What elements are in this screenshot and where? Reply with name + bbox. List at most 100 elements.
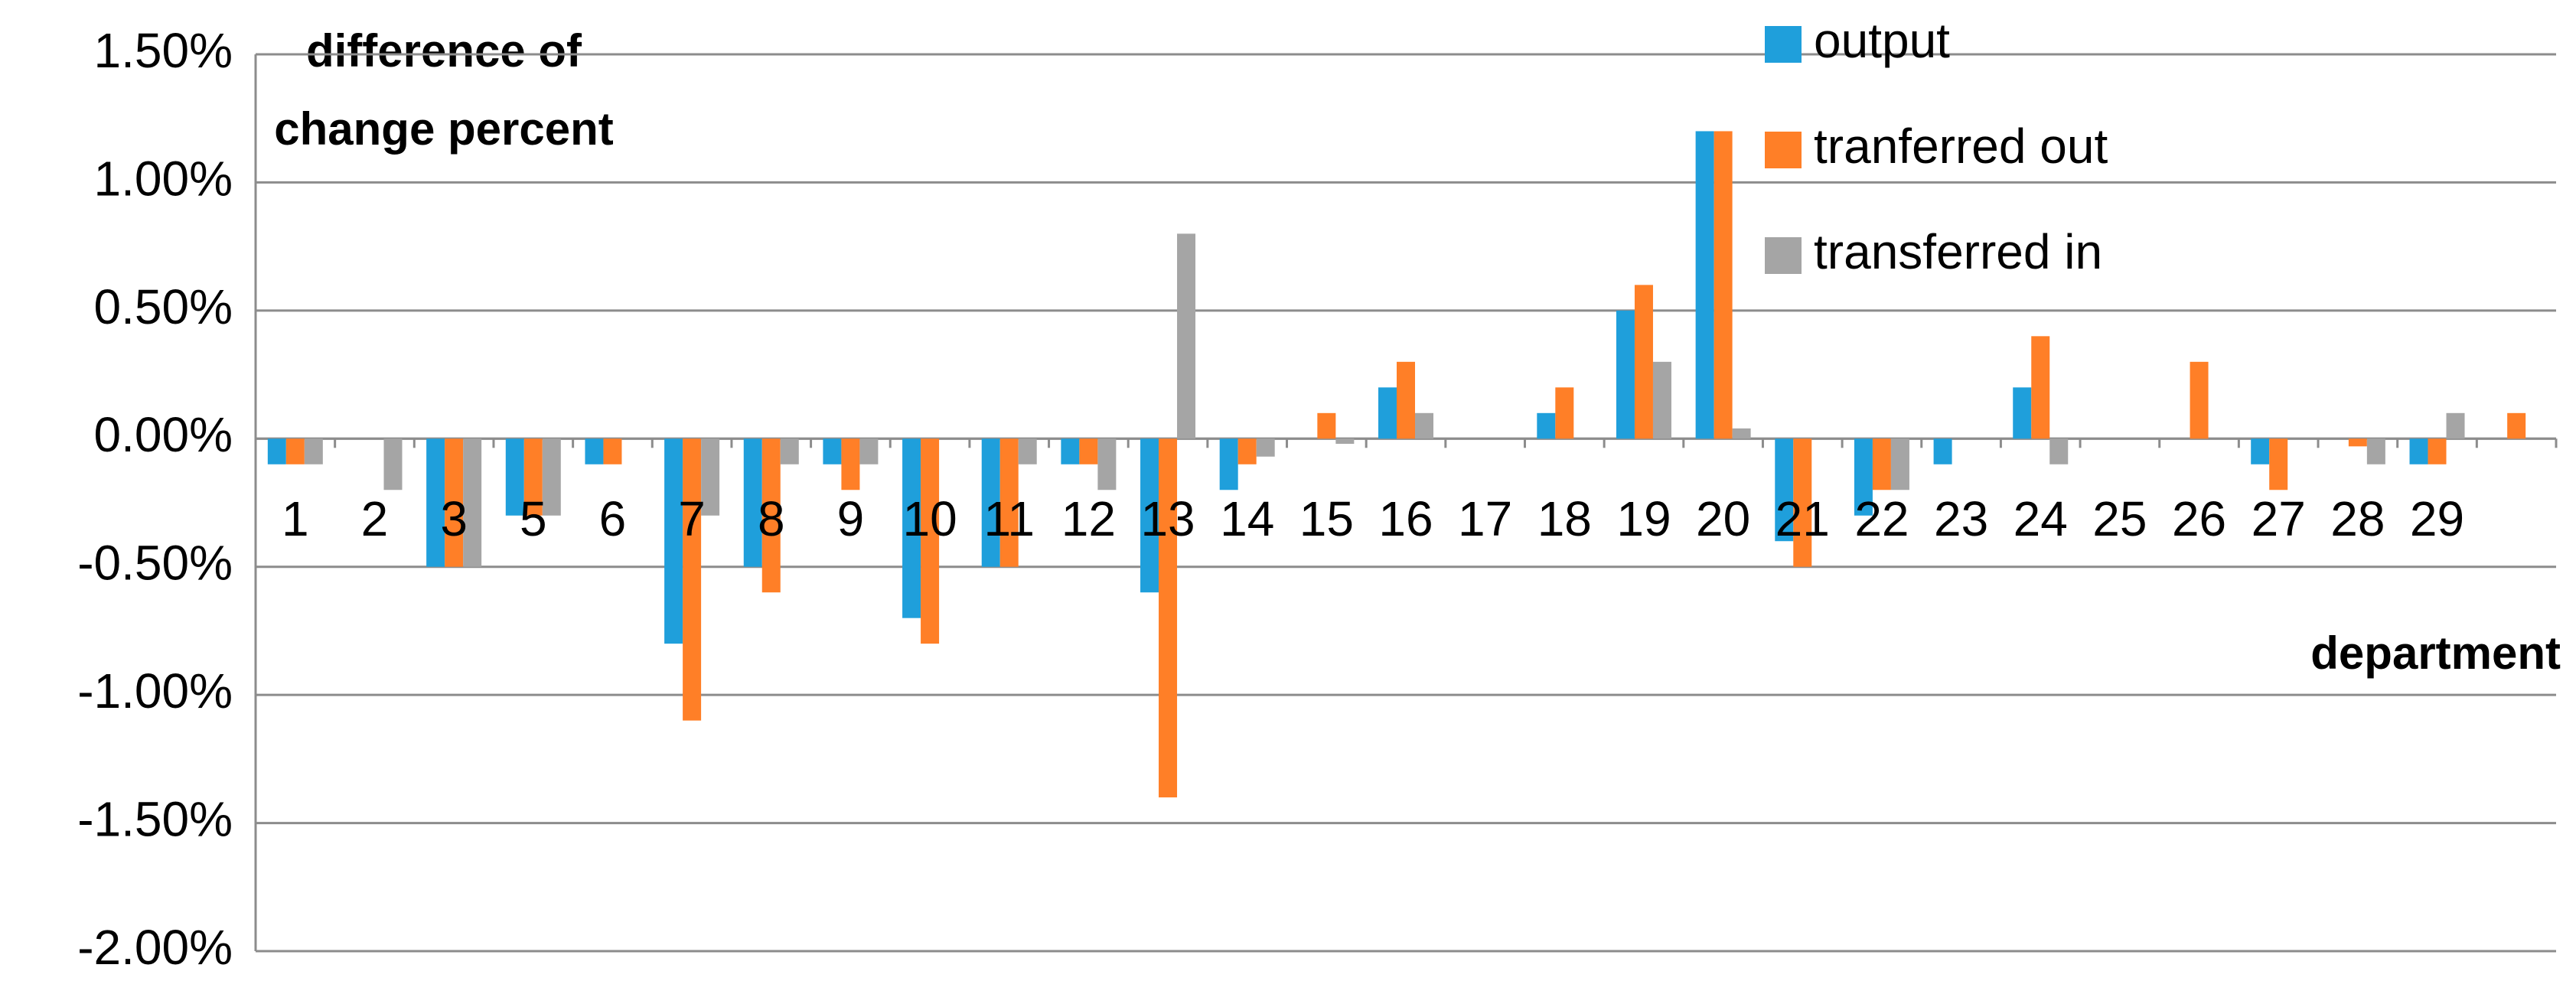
x-tick-label: 23 — [1934, 491, 1988, 546]
bar — [1732, 428, 1751, 439]
bar — [1714, 131, 1733, 439]
legend-label: tranferred out — [1814, 119, 2108, 174]
bar — [1854, 438, 1873, 516]
x-tick-label: 6 — [599, 491, 627, 546]
bar — [841, 438, 860, 490]
legend-label: transferred in — [1814, 224, 2102, 279]
y-axis-label: change percent — [274, 103, 613, 155]
bar — [1177, 233, 1196, 439]
bar — [2190, 361, 2209, 439]
x-tick-label: 10 — [902, 491, 957, 546]
bar — [1378, 387, 1397, 439]
bar — [2013, 387, 2032, 439]
bar — [1890, 438, 1909, 490]
x-tick-label: 26 — [2172, 491, 2226, 546]
bar — [2507, 412, 2526, 439]
bar — [267, 438, 286, 464]
legend-label: output — [1814, 13, 1950, 68]
bar — [1018, 438, 1037, 464]
bar — [2031, 336, 2050, 439]
bar — [2251, 438, 2270, 464]
x-tick-label: 3 — [440, 491, 468, 546]
bar — [859, 438, 879, 464]
y-tick-label: -0.50% — [77, 536, 233, 591]
y-axis-label: difference of — [306, 25, 582, 77]
bar — [1097, 438, 1117, 490]
x-tick-label: 7 — [678, 491, 706, 546]
bar — [1256, 438, 1275, 457]
bar — [1616, 310, 1635, 439]
x-axis-label: department — [2310, 627, 2561, 679]
bar — [1415, 412, 1433, 439]
bar — [1219, 438, 1238, 490]
bar — [2366, 438, 2385, 464]
y-tick-label: -1.00% — [77, 663, 233, 719]
x-tick-label: 12 — [1061, 491, 1116, 546]
bar — [585, 438, 604, 464]
x-tick-label: 1 — [282, 491, 309, 546]
x-tick-label: 22 — [1854, 491, 1909, 546]
x-tick-label: 2 — [361, 491, 389, 546]
bar — [1237, 438, 1257, 464]
y-tick-label: -2.00% — [77, 920, 233, 975]
bar — [2428, 438, 2447, 464]
bar — [683, 438, 702, 721]
bar — [780, 438, 799, 464]
bar — [921, 438, 940, 644]
bar — [701, 438, 720, 516]
y-tick-label: -1.50% — [77, 791, 233, 846]
bar — [1061, 438, 1080, 464]
bar — [2409, 438, 2428, 464]
x-tick-label: 18 — [1537, 491, 1592, 546]
bar — [999, 438, 1019, 567]
bar — [1793, 438, 1812, 567]
bar — [383, 438, 403, 490]
x-tick-label: 17 — [1458, 491, 1512, 546]
bar — [2269, 438, 2288, 490]
bar — [902, 438, 921, 618]
bar — [1933, 438, 1952, 464]
legend-swatch — [1765, 237, 1802, 274]
x-tick-label: 27 — [2252, 491, 2306, 546]
x-tick-label: 15 — [1299, 491, 1354, 546]
bar — [1079, 438, 1098, 464]
bar — [1159, 438, 1178, 798]
x-tick-label: 24 — [2014, 491, 2068, 546]
bar — [2049, 438, 2069, 464]
y-tick-label: 1.50% — [94, 23, 233, 78]
bar — [981, 438, 1000, 567]
bar — [1555, 387, 1574, 439]
bar — [285, 438, 305, 464]
bar — [426, 438, 445, 567]
x-tick-label: 29 — [2410, 491, 2464, 546]
bar — [505, 438, 524, 516]
x-tick-label: 9 — [837, 491, 865, 546]
y-tick-label: 0.00% — [94, 407, 233, 462]
bar — [1634, 285, 1653, 439]
bar — [664, 438, 683, 644]
bar — [2446, 412, 2465, 439]
x-tick-label: 25 — [2092, 491, 2147, 546]
x-tick-label: 13 — [1140, 491, 1195, 546]
x-tick-label: 16 — [1378, 491, 1433, 546]
bar — [1537, 412, 1556, 439]
bar — [463, 438, 482, 567]
bar — [1140, 438, 1159, 593]
bar — [1335, 438, 1355, 444]
bar — [1652, 361, 1671, 439]
legend-swatch — [1765, 132, 1802, 168]
y-tick-label: 0.50% — [94, 279, 233, 334]
x-tick-label: 19 — [1616, 491, 1671, 546]
bar — [1775, 438, 1794, 542]
bar — [445, 438, 464, 567]
bar — [1872, 438, 1891, 490]
bar — [761, 438, 781, 593]
x-tick-label: 28 — [2330, 491, 2385, 546]
bar — [542, 438, 561, 516]
x-tick-label: 21 — [1775, 491, 1830, 546]
bar — [1695, 131, 1714, 439]
y-tick-label: 1.00% — [94, 151, 233, 206]
x-tick-label: 8 — [758, 491, 785, 546]
x-tick-label: 20 — [1696, 491, 1750, 546]
